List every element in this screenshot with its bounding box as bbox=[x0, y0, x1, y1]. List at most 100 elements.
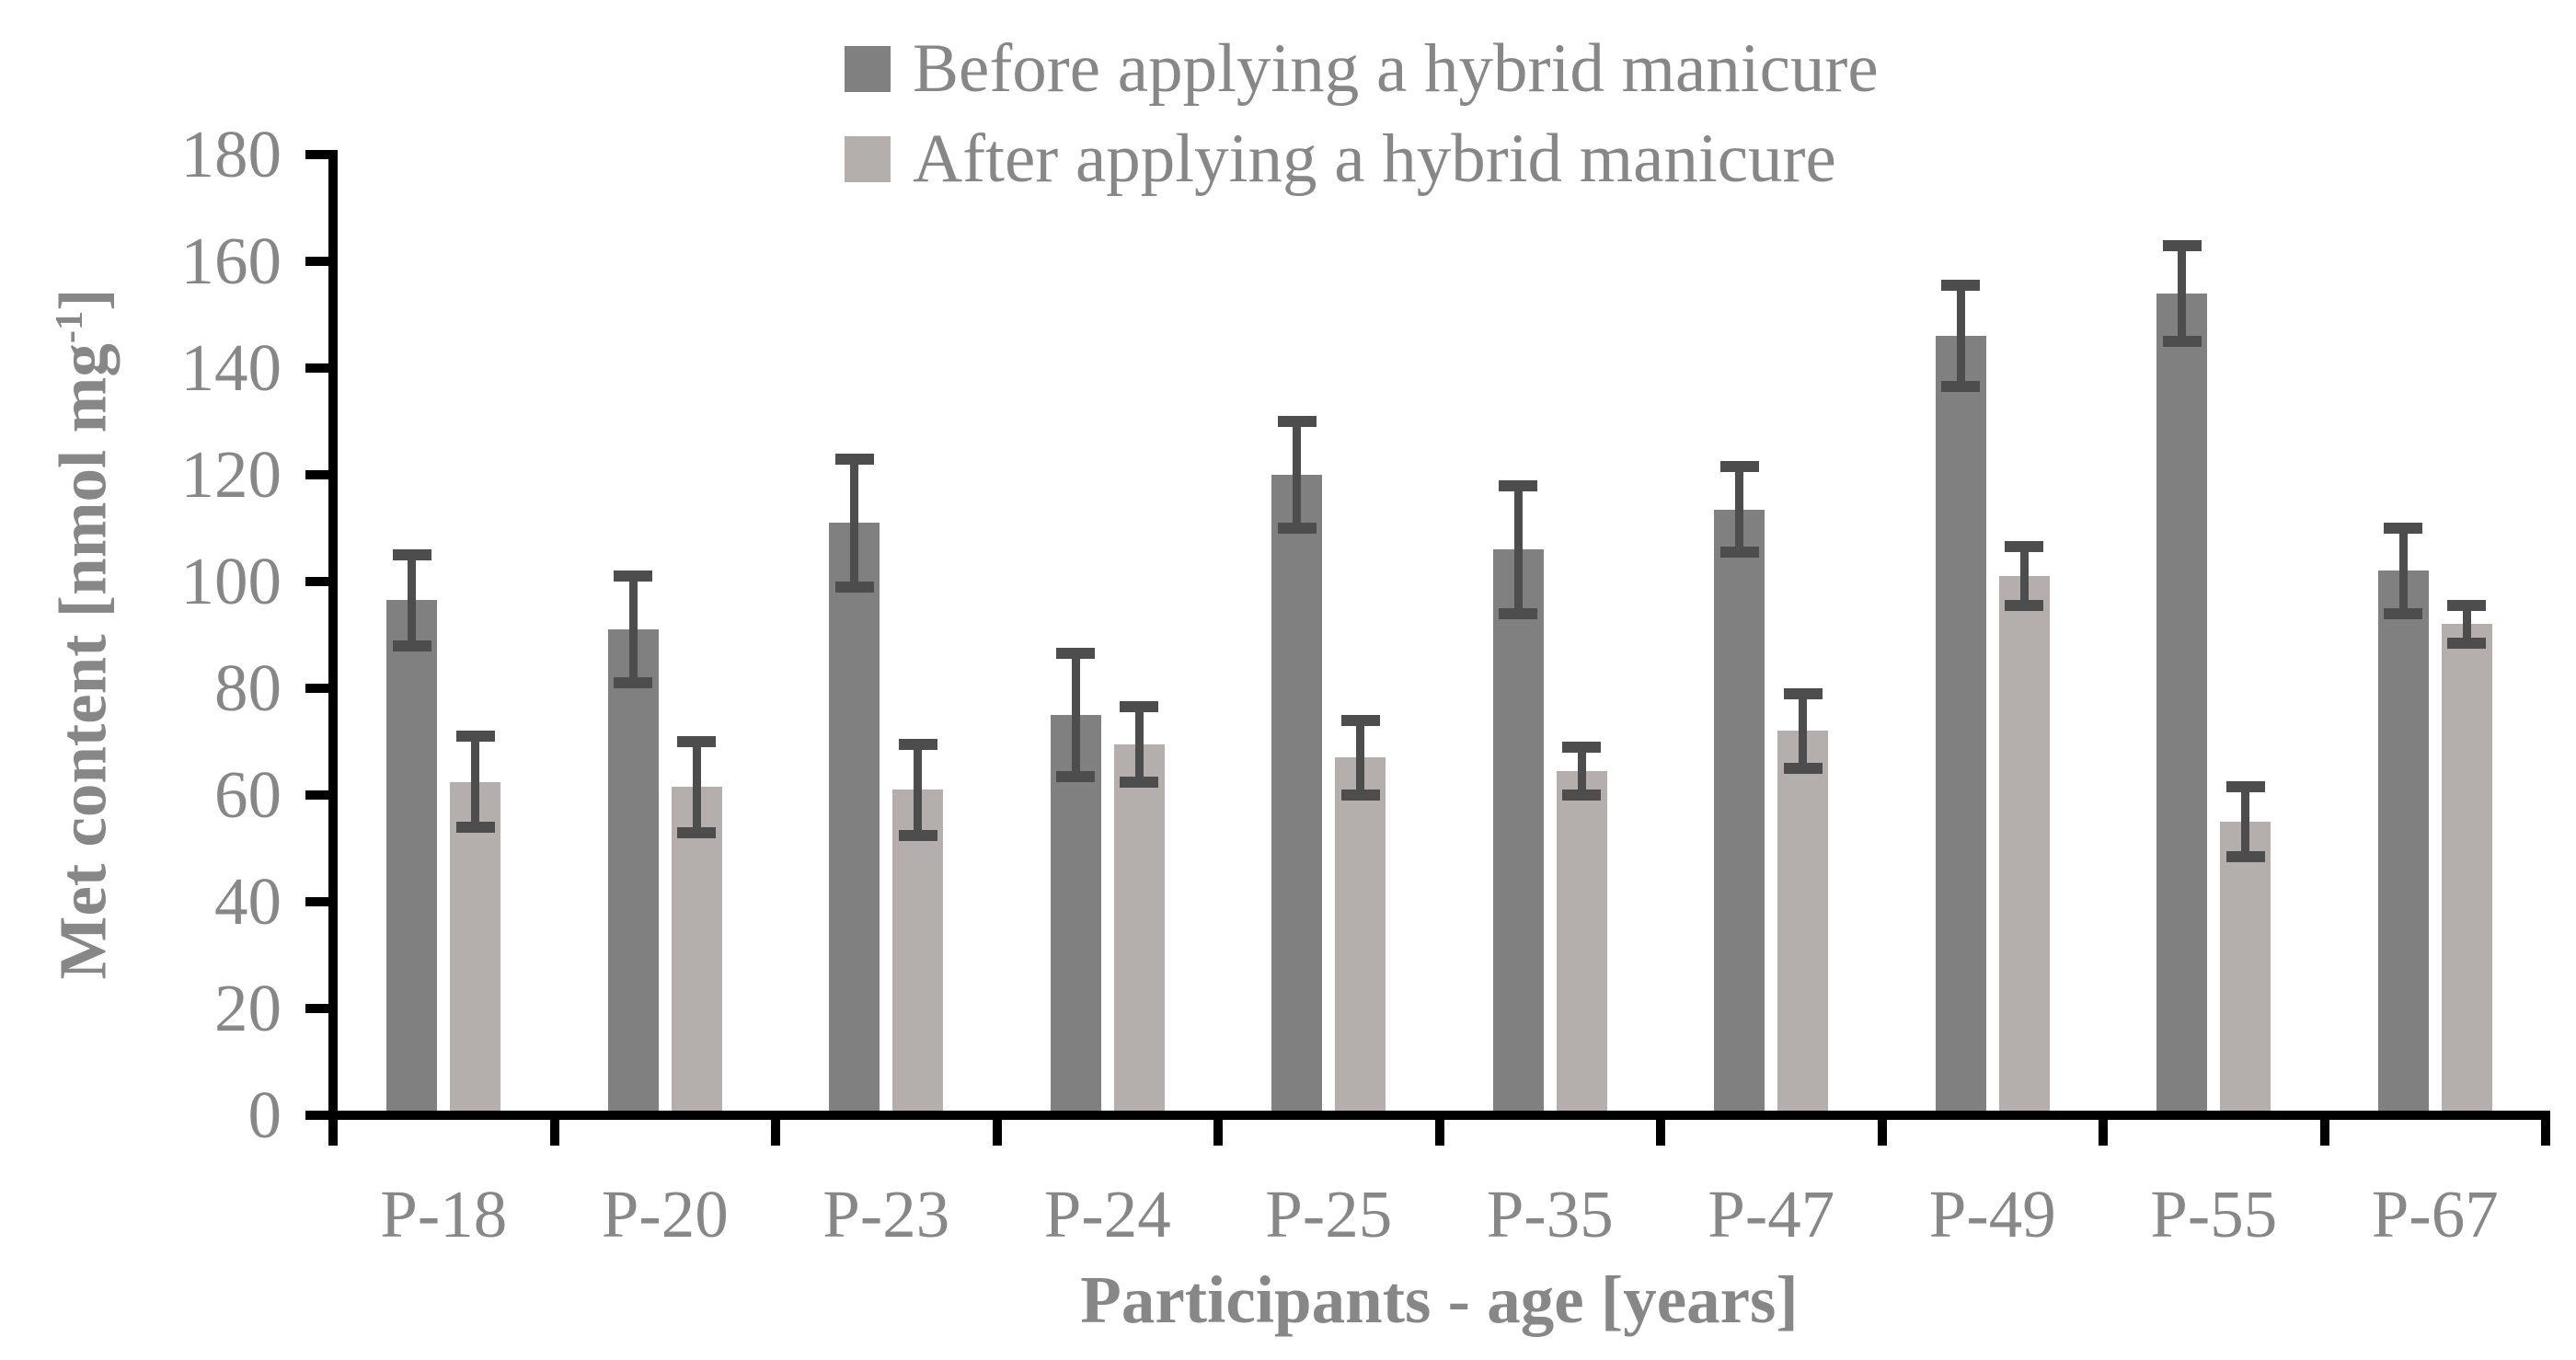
error-bar-cap bbox=[2447, 637, 2487, 649]
error-bar-cap bbox=[898, 738, 937, 750]
bar-after-P-67 bbox=[2441, 624, 2492, 1120]
error-bar-after-P-67 bbox=[2462, 605, 2471, 643]
y-tick-label: 20 bbox=[214, 971, 282, 1045]
error-bar-before-P-25 bbox=[1293, 421, 1302, 528]
error-bar-cap bbox=[2384, 523, 2423, 534]
bar-before-P-23 bbox=[829, 523, 880, 1120]
legend-swatch-after bbox=[845, 136, 891, 182]
error-bar-before-P-49 bbox=[1956, 285, 1965, 387]
y-tick-label: 80 bbox=[214, 651, 282, 725]
bar-after-P-35 bbox=[1556, 770, 1607, 1120]
error-bar-cap bbox=[1562, 741, 1602, 753]
error-bar-cap bbox=[614, 571, 653, 582]
error-bar-cap bbox=[1499, 607, 1538, 619]
error-bar-before-P-35 bbox=[1513, 485, 1523, 614]
error-bar-cap bbox=[677, 826, 717, 838]
error-bar-cap bbox=[834, 581, 874, 593]
x-tick bbox=[1656, 1115, 1665, 1146]
error-bar-after-P-35 bbox=[1577, 746, 1586, 795]
bar-after-P-55 bbox=[2220, 822, 2271, 1120]
error-bar-cap bbox=[677, 736, 717, 747]
x-tick-label-P-18: P-18 bbox=[380, 1177, 508, 1251]
x-tick bbox=[1434, 1115, 1444, 1146]
error-bar-before-P-24 bbox=[1071, 653, 1080, 777]
bar-after-P-23 bbox=[892, 789, 944, 1120]
error-bar-cap bbox=[1277, 523, 1317, 534]
legend-swatch-before bbox=[845, 46, 891, 92]
x-tick-label-P-24: P-24 bbox=[1043, 1177, 1171, 1251]
x-tick-label-P-23: P-23 bbox=[822, 1177, 950, 1251]
error-bar-cap bbox=[2005, 541, 2044, 553]
error-bar-cap bbox=[2384, 607, 2423, 619]
error-bar-cap bbox=[2162, 239, 2202, 251]
x-tick bbox=[1877, 1115, 1887, 1146]
bar-after-P-24 bbox=[1113, 743, 1165, 1120]
error-bar-before-P-47 bbox=[1735, 467, 1744, 553]
x-tick bbox=[2099, 1115, 2108, 1146]
error-bar-after-P-18 bbox=[471, 736, 480, 827]
error-bar-cap bbox=[1941, 280, 1981, 292]
bar-after-P-49 bbox=[1998, 576, 2050, 1120]
legend-item-before: Before applying a hybrid manicure bbox=[845, 23, 1879, 115]
y-tick bbox=[305, 470, 333, 479]
bar-after-P-47 bbox=[1777, 731, 1829, 1120]
y-tick bbox=[305, 363, 333, 373]
bar-before-P-67 bbox=[2377, 571, 2429, 1120]
x-tick-label-P-67: P-67 bbox=[2371, 1177, 2499, 1251]
y-tick bbox=[305, 257, 333, 266]
legend-label-after: After applying a hybrid manicure bbox=[913, 121, 1836, 197]
bar-before-P-25 bbox=[1271, 475, 1323, 1120]
error-bar-before-P-55 bbox=[2178, 245, 2187, 341]
y-tick-label: 40 bbox=[214, 864, 282, 939]
y-tick bbox=[305, 577, 333, 586]
error-bar-cap bbox=[1941, 381, 1981, 393]
y-tick bbox=[305, 897, 333, 906]
x-tick bbox=[2319, 1115, 2329, 1146]
bar-after-P-18 bbox=[450, 781, 501, 1120]
x-tick-label-P-35: P-35 bbox=[1486, 1177, 1614, 1251]
bar-before-P-35 bbox=[1492, 549, 1544, 1120]
x-tick-label-P-20: P-20 bbox=[601, 1177, 729, 1251]
error-bar-cap bbox=[834, 453, 874, 465]
y-tick-label: 120 bbox=[180, 437, 282, 512]
x-tick bbox=[1213, 1115, 1223, 1146]
legend-label-before: Before applying a hybrid manicure bbox=[913, 30, 1879, 107]
y-tick bbox=[305, 150, 333, 159]
y-tick bbox=[305, 790, 333, 800]
bar-before-P-49 bbox=[1935, 336, 1986, 1120]
error-bar-cap bbox=[1719, 547, 1759, 559]
bar-before-P-20 bbox=[607, 629, 659, 1120]
y-axis-line bbox=[328, 150, 338, 1120]
error-bar-after-P-23 bbox=[914, 743, 923, 836]
error-bar-cap bbox=[1783, 687, 1823, 699]
bar-after-P-25 bbox=[1335, 757, 1386, 1120]
error-bar-cap bbox=[1277, 416, 1317, 427]
x-axis-line bbox=[328, 1111, 2550, 1120]
error-bar-cap bbox=[1120, 701, 1159, 713]
error-bar-cap bbox=[455, 821, 495, 833]
error-bar-cap bbox=[2162, 336, 2202, 347]
y-tick-label: 140 bbox=[180, 330, 282, 405]
bar-before-P-24 bbox=[1050, 715, 1101, 1120]
y-tick-label: 60 bbox=[214, 757, 282, 832]
error-bar-cap bbox=[898, 829, 937, 841]
legend-item-after: After applying a hybrid manicure bbox=[845, 113, 1836, 205]
error-bar-cap bbox=[1056, 770, 1096, 782]
error-bar-cap bbox=[2225, 781, 2265, 793]
error-bar-cap bbox=[1499, 479, 1538, 491]
y-tick-label: 160 bbox=[180, 224, 282, 298]
y-tick bbox=[305, 1111, 333, 1120]
error-bar-cap bbox=[614, 677, 653, 689]
error-bar-after-P-25 bbox=[1356, 720, 1365, 795]
x-tick-label-P-49: P-49 bbox=[1928, 1177, 2056, 1251]
error-bar-cap bbox=[455, 731, 495, 743]
error-bar-cap bbox=[1120, 776, 1159, 788]
x-tick-label-P-47: P-47 bbox=[1708, 1177, 1835, 1251]
error-bar-before-P-67 bbox=[2398, 528, 2408, 614]
y-tick bbox=[305, 1004, 333, 1013]
y-tick-label: 180 bbox=[180, 117, 282, 191]
x-tick bbox=[328, 1115, 338, 1146]
error-bar-before-P-23 bbox=[850, 458, 859, 587]
error-bar-cap bbox=[392, 549, 431, 560]
